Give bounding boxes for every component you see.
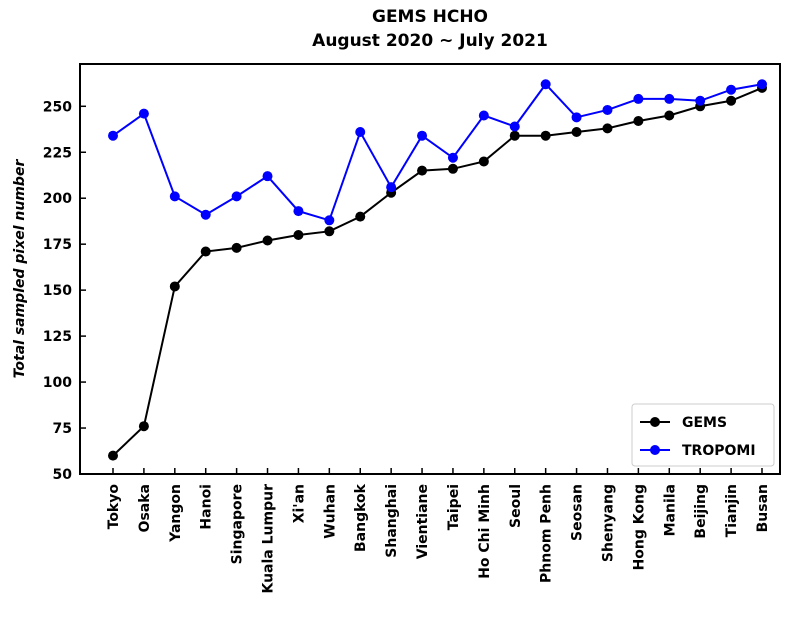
data-point	[355, 211, 366, 222]
data-point	[169, 281, 180, 292]
x-tick-label: Shanghai	[384, 484, 400, 558]
plot-frame	[79, 63, 781, 475]
y-tick-label: 200	[43, 191, 72, 207]
data-point	[664, 93, 675, 104]
data-point	[757, 79, 767, 90]
x-tick-label: Hanoi	[199, 484, 215, 530]
y-tick-label: 125	[43, 329, 72, 345]
chart-title: GEMS HCHO	[372, 7, 488, 27]
data-point	[602, 104, 613, 115]
data-point	[478, 156, 489, 167]
x-tick-label: Yangon	[168, 484, 184, 543]
series-line	[112, 82, 763, 222]
x-tick-label: Phnom Penh	[539, 484, 555, 583]
data-point	[138, 108, 149, 119]
x-tick-label: Osaka	[137, 484, 153, 532]
x-tick-label: Taipei	[446, 484, 462, 530]
x-tick-label: Singapore	[230, 484, 246, 564]
data-point	[509, 121, 520, 132]
y-tick-label: 225	[43, 145, 72, 161]
data-point	[540, 130, 551, 141]
data-point	[324, 226, 335, 237]
series-line	[112, 86, 763, 457]
x-tick-label: Seosan	[570, 484, 586, 541]
x-tick-label: Wuhan	[322, 484, 338, 539]
y-tick-label: 100	[43, 375, 72, 391]
legend-label: TROPOMI	[682, 443, 756, 459]
x-tick-label: Shenyang	[600, 484, 616, 562]
data-point	[664, 110, 675, 121]
data-point	[726, 95, 737, 106]
data-point	[231, 191, 242, 202]
chart-subtitle: August 2020 ~ July 2021	[312, 31, 548, 51]
x-tick-label: Busan	[755, 484, 771, 532]
data-point	[602, 123, 613, 134]
data-point	[200, 246, 211, 257]
x-tick-label: Manila	[662, 484, 678, 536]
y-axis-label: Total sampled pixel number	[12, 159, 28, 379]
x-tick-label: Kuala Lumpur	[261, 484, 277, 594]
data-point	[633, 115, 644, 126]
data-point	[726, 84, 737, 95]
data-point	[355, 127, 366, 138]
legend-marker	[650, 445, 660, 455]
data-point	[262, 235, 273, 246]
data-point	[169, 191, 180, 202]
data-point	[633, 93, 644, 104]
x-tick-label: Vientiane	[415, 484, 431, 559]
data-point	[509, 130, 520, 141]
data-point	[540, 79, 551, 90]
x-tick-label: Tianjin	[724, 484, 740, 537]
data-point	[108, 130, 118, 141]
data-point	[138, 421, 149, 432]
data-point	[262, 171, 273, 182]
data-point	[478, 110, 489, 121]
y-tick-label: 50	[53, 467, 73, 483]
data-point	[293, 229, 304, 240]
data-point	[200, 209, 211, 220]
data-point	[695, 95, 706, 106]
data-point	[293, 206, 304, 217]
data-point	[231, 242, 242, 253]
data-point	[417, 165, 428, 176]
y-tick-label: 250	[43, 99, 72, 115]
data-point	[571, 112, 582, 123]
data-point	[386, 182, 397, 193]
legend-label: GEMS	[682, 415, 727, 431]
y-tick-label: 150	[43, 283, 72, 299]
x-tick-label: Ho Chi Minh	[477, 484, 493, 579]
x-tick-label: Seoul	[508, 484, 524, 528]
data-point	[571, 127, 582, 138]
x-tick-label: Beijing	[693, 484, 709, 539]
data-point	[108, 450, 118, 461]
x-tick-label: Hong Kong	[631, 484, 647, 570]
x-tick-label: Bangkok	[353, 483, 369, 552]
data-point	[447, 152, 458, 163]
x-tick-label: Tokyo	[106, 484, 122, 530]
data-point	[447, 163, 458, 174]
y-tick-label: 75	[53, 421, 72, 437]
legend-marker	[650, 417, 660, 427]
x-tick-label: Xi'an	[291, 484, 307, 523]
data-point	[324, 215, 335, 226]
y-tick-label: 175	[43, 237, 72, 253]
data-point	[417, 130, 428, 141]
